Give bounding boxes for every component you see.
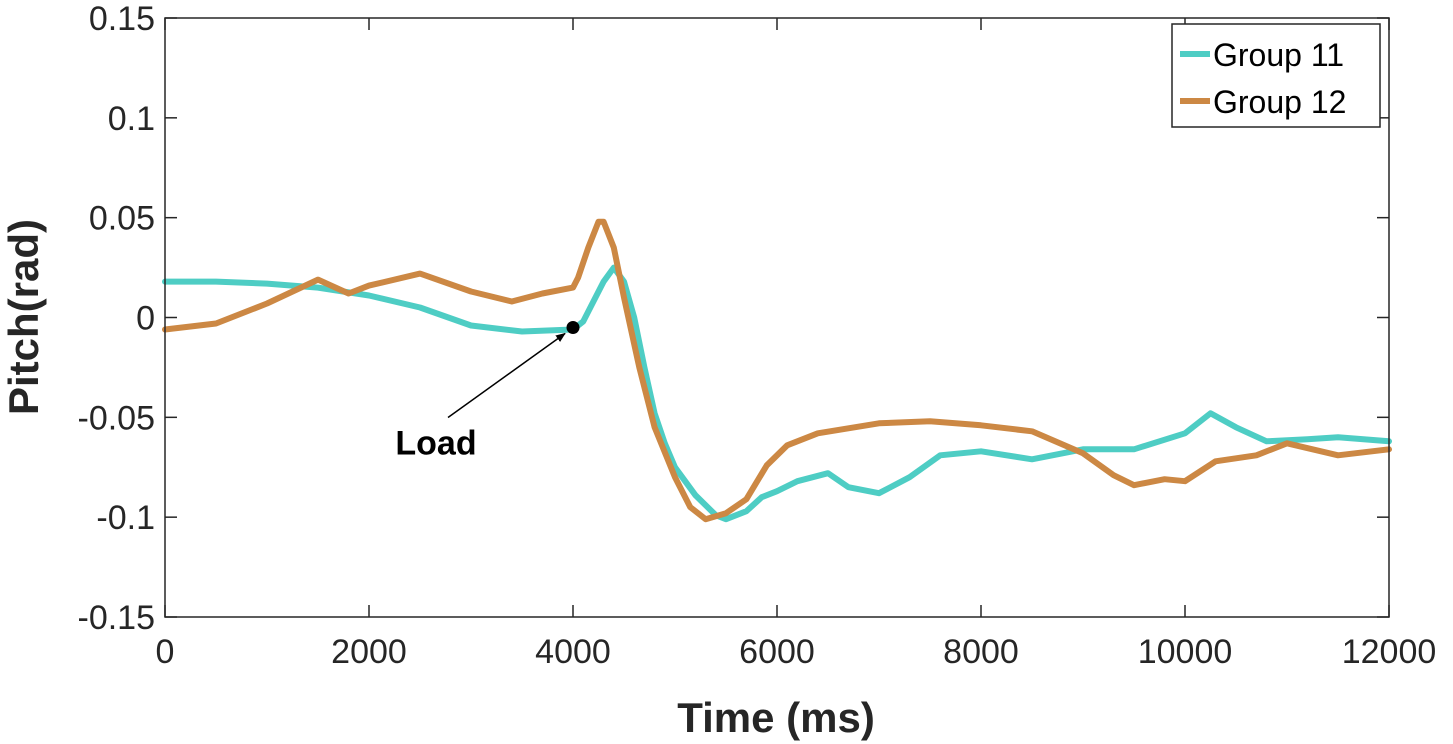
series-line-group-12: [162, 218, 1392, 523]
y-tick-label: 0: [136, 300, 155, 338]
y-tick-label: -0.15: [78, 599, 156, 637]
annotation-layer: Load: [395, 320, 580, 462]
annotation-marker-dot: [566, 320, 580, 334]
annotation-label-load: Load: [395, 424, 476, 462]
y-tick-label: -0.1: [96, 499, 155, 537]
legend-box: [1171, 23, 1381, 128]
x-tick-label: 0: [156, 633, 175, 671]
x-tick-label: 2000: [331, 633, 407, 671]
x-tick-label: 6000: [739, 633, 815, 671]
series-layer: [162, 218, 1392, 523]
x-tick-label: 4000: [535, 633, 611, 671]
y-tick-label: 0.05: [89, 200, 155, 238]
x-axis-title: Time (ms): [677, 694, 875, 741]
legend-label-group-12: Group 12: [1213, 84, 1346, 120]
y-tick-label: 0.15: [89, 0, 155, 38]
y-tick-label: -0.05: [78, 399, 156, 437]
annotation-arrow: [447, 332, 566, 419]
x-tick-label: 10000: [1138, 633, 1233, 671]
y-tick-label: 0.1: [108, 100, 155, 138]
y-axis-title: Pitch(rad): [0, 219, 47, 415]
legend-label-group-11: Group 11: [1213, 37, 1344, 73]
x-tick-label: 12000: [1342, 633, 1437, 671]
x-tick-label: 8000: [943, 633, 1019, 671]
axes-layer: [164, 17, 1390, 618]
legend: Group 11 Group 12: [1171, 23, 1381, 128]
tick-label-layer: 0 2000 4000 6000 8000 10000 120000.150.10.050-…: [78, 0, 1437, 671]
